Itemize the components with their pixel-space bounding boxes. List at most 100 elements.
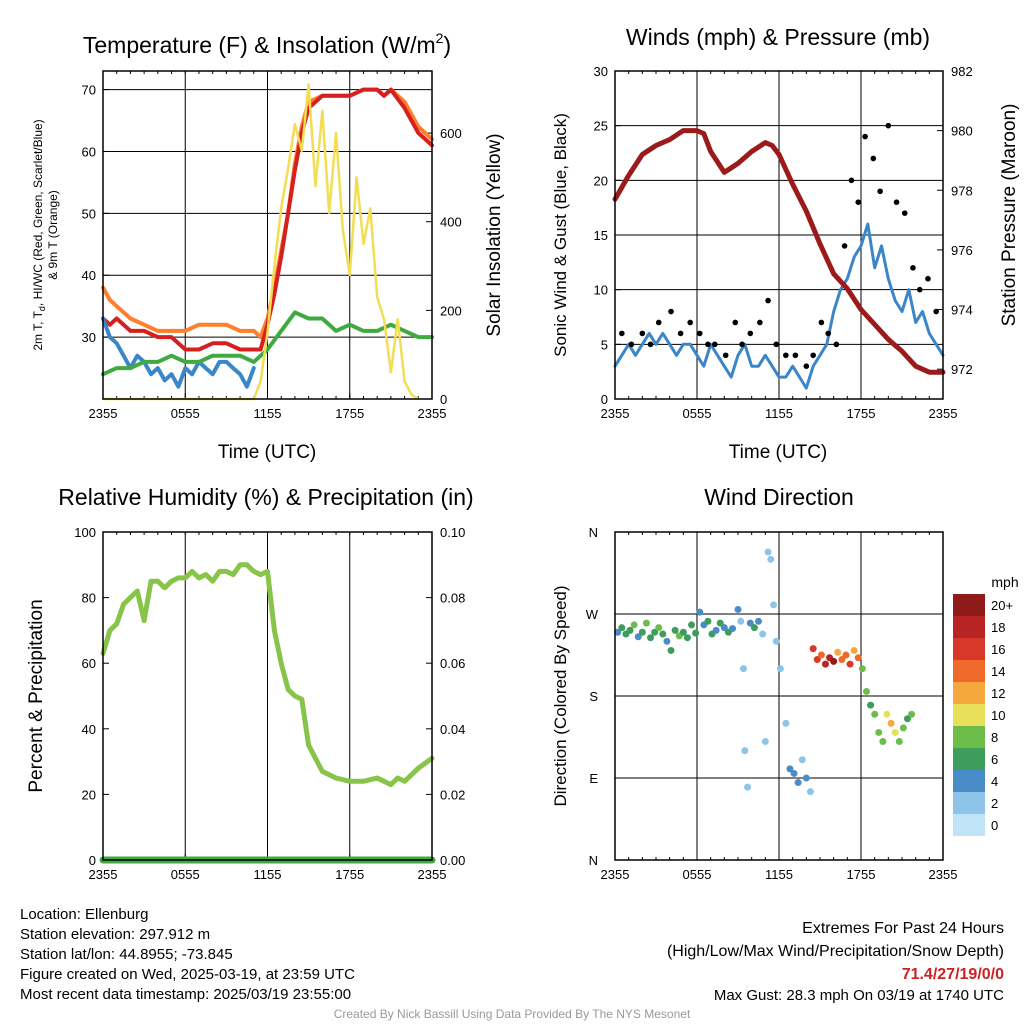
direction-point xyxy=(659,630,667,638)
gust-point xyxy=(792,352,799,359)
y-tick-label: 40 xyxy=(82,722,96,737)
direction-point xyxy=(630,621,638,629)
gust-point xyxy=(783,352,789,359)
y2-tick-label: 0.08 xyxy=(440,591,465,606)
panel3-ylabel: Percent & Precipitation xyxy=(26,599,47,792)
x-tick-label: 0555 xyxy=(171,406,200,421)
direction-point xyxy=(759,630,767,638)
direction-point xyxy=(764,548,772,556)
gust-point xyxy=(901,210,908,216)
gust-point xyxy=(825,330,831,337)
direction-label: N xyxy=(589,525,598,540)
direction-point xyxy=(647,634,655,642)
info-location: Location: Ellenburg xyxy=(20,906,149,923)
direction-point xyxy=(655,624,663,632)
y-tick-label: 30 xyxy=(594,64,608,79)
gust-point xyxy=(916,286,923,293)
y2-tick-label: 0.10 xyxy=(440,525,465,540)
x-tick-label: 1155 xyxy=(254,406,282,421)
gust-point xyxy=(677,330,684,337)
direction-point xyxy=(642,619,650,627)
colorbar-label: 8 xyxy=(991,730,998,745)
direction-point xyxy=(858,665,866,673)
credit: Created By Nick Bassill Using Data Provi… xyxy=(333,1007,691,1021)
direction-point xyxy=(842,651,850,659)
y-tick-label: 60 xyxy=(82,656,96,671)
series-pressure xyxy=(612,128,946,375)
panel-3: 2355 0555 1155 1755 23550204060801000.000.02… xyxy=(74,525,465,882)
direction-point xyxy=(883,710,891,718)
direction-point xyxy=(737,617,745,625)
y2-tick-label: 980 xyxy=(951,124,973,139)
direction-point xyxy=(790,769,798,777)
y2-tick-label: 974 xyxy=(951,303,973,318)
direction-point xyxy=(739,665,747,673)
series-wind-chill xyxy=(101,316,256,389)
y2-tick-label: 0.00 xyxy=(440,853,465,868)
direction-point xyxy=(908,710,916,718)
y-tick-label: 0 xyxy=(89,853,96,868)
panel4-title: Wind Direction xyxy=(704,484,854,510)
plot-border xyxy=(102,531,433,861)
direction-point xyxy=(618,624,626,632)
y-tick-label: 50 xyxy=(82,206,96,221)
y2-tick-label: 0.06 xyxy=(440,656,465,671)
gust-point xyxy=(765,297,771,304)
direction-point xyxy=(854,654,862,662)
direction-point xyxy=(634,633,642,641)
gust-point xyxy=(803,363,810,370)
direction-point xyxy=(806,788,814,796)
gust-point xyxy=(910,265,916,271)
colorbar-swatch xyxy=(953,616,985,638)
direction-point xyxy=(794,779,802,787)
x-tick-label: 1755 xyxy=(847,867,876,882)
y-tick-label: 40 xyxy=(82,268,96,283)
panel2-ylabel: Sonic Wind & Gust (Blue, Black) xyxy=(551,113,570,357)
gust-point xyxy=(877,188,883,195)
extremes-info: Extremes For Past 24 Hours (High/Low/Max… xyxy=(667,918,1004,1006)
x-tick-label: 0555 xyxy=(683,406,712,421)
plot-border xyxy=(102,70,433,400)
direction-label: W xyxy=(586,607,599,622)
colorbar-label: 4 xyxy=(991,774,998,789)
panel3-title: Relative Humidity (%) & Precipitation (i… xyxy=(58,484,473,510)
panel-2: 2355 0555 1155 1755 235505101520253097297497… xyxy=(594,64,973,421)
gust-point xyxy=(647,341,654,348)
x-tick-label: 2355 xyxy=(601,867,630,882)
gust-point xyxy=(722,352,729,359)
x-tick-label: 1755 xyxy=(847,406,876,421)
gust-point xyxy=(773,341,780,348)
colorbar-label: 18 xyxy=(991,620,1005,635)
direction-point xyxy=(716,619,724,627)
direction-point xyxy=(741,747,749,755)
direction-point xyxy=(821,660,829,668)
direction-point xyxy=(782,719,790,727)
direction-point xyxy=(720,624,728,632)
direction-point xyxy=(867,701,875,709)
series-insolation xyxy=(101,83,420,401)
direction-point xyxy=(887,719,895,727)
direction-point xyxy=(834,648,842,656)
gust-point xyxy=(696,330,703,337)
series-humidity xyxy=(100,562,435,788)
info-latlon: Station lat/lon: 44.8955; -73.845 xyxy=(20,946,233,963)
direction-point xyxy=(895,738,903,746)
extremes-title: Extremes For Past 24 Hours xyxy=(802,920,1004,937)
gust-point xyxy=(747,330,754,337)
direction-point xyxy=(838,656,846,664)
direction-point xyxy=(817,651,825,659)
gust-point xyxy=(668,308,674,315)
colorbar-swatch xyxy=(953,594,985,616)
direction-point xyxy=(688,621,696,629)
direction-point xyxy=(830,657,838,665)
y-tick-label: 60 xyxy=(82,144,96,159)
y2-tick-label: 0.02 xyxy=(440,787,465,802)
panel-1: 2355 0555 1155 1755 2355 30 40 50 60 70 0 200 400 600 xyxy=(82,70,462,421)
colorbar-swatch xyxy=(953,682,985,704)
direction-point xyxy=(891,728,899,736)
x-tick-label: 1755 xyxy=(335,867,364,882)
panel4-ylabel: Direction (Colored By Speed) xyxy=(551,585,570,806)
colorbar-swatch xyxy=(953,770,985,792)
